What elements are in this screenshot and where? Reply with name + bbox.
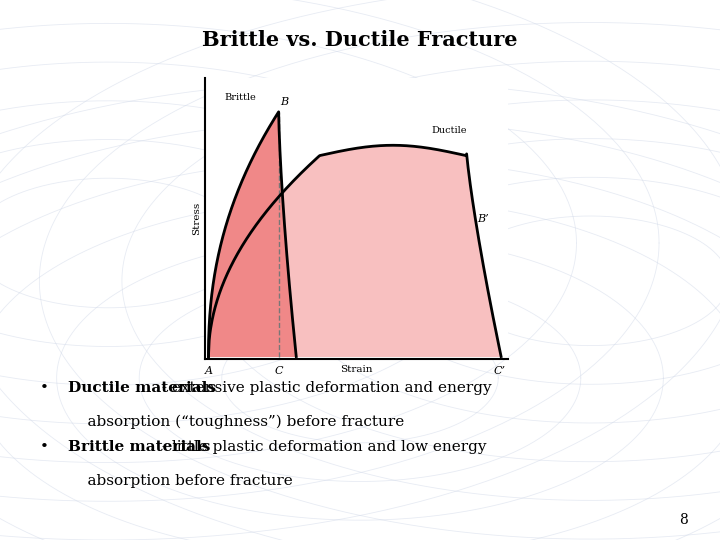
Text: 8: 8 — [679, 512, 688, 526]
Text: C: C — [274, 366, 283, 375]
Text: Brittle: Brittle — [224, 92, 256, 102]
Text: Brittle materials: Brittle materials — [68, 440, 211, 454]
Text: Brittle vs. Ductile Fracture: Brittle vs. Ductile Fracture — [202, 30, 518, 50]
Text: absorption (“toughness”) before fracture: absorption (“toughness”) before fracture — [68, 415, 405, 429]
Text: •: • — [40, 381, 48, 395]
Text: Ductile materials: Ductile materials — [68, 381, 217, 395]
Text: B’: B’ — [477, 214, 489, 224]
Text: •: • — [40, 440, 48, 454]
Text: C’: C’ — [493, 366, 505, 375]
Text: - extensive plastic deformation and energy: - extensive plastic deformation and ener… — [156, 381, 491, 395]
Y-axis label: Stress: Stress — [192, 202, 201, 235]
Text: Ductile: Ductile — [431, 126, 467, 135]
Text: - little plastic deformation and low energy: - little plastic deformation and low ene… — [156, 440, 486, 454]
X-axis label: Strain: Strain — [340, 364, 373, 374]
Text: absorption before fracture: absorption before fracture — [68, 474, 293, 488]
Text: A: A — [204, 366, 212, 375]
Text: B: B — [280, 97, 289, 107]
